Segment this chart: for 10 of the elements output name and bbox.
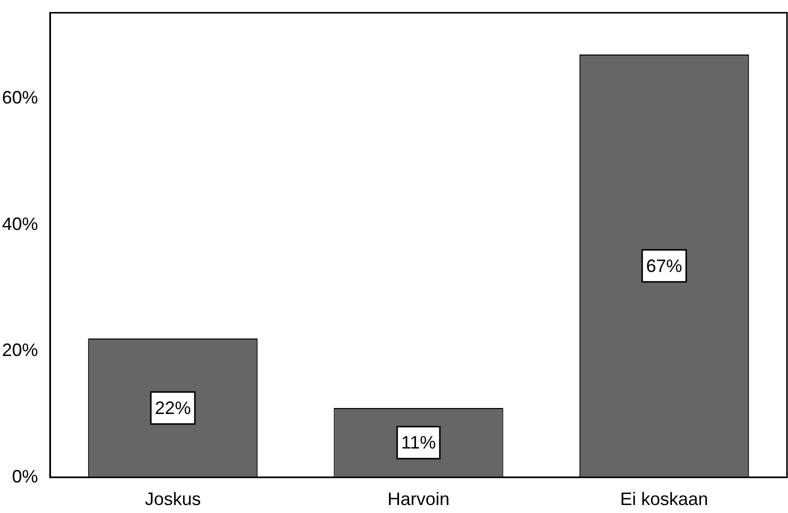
data-label: 22% [154, 398, 191, 418]
data-label: 67% [646, 256, 682, 276]
x-tick-label: Ei koskaan [620, 489, 708, 510]
y-tick-label: 60% [2, 88, 38, 108]
y-tick-label: 0% [12, 466, 38, 486]
x-tick-label: Harvoin [388, 489, 450, 510]
x-tick-label: Joskus [144, 489, 201, 510]
y-tick-label: 40% [2, 214, 38, 234]
data-label: 11% [401, 432, 436, 453]
y-tick-label: 20% [2, 340, 38, 360]
